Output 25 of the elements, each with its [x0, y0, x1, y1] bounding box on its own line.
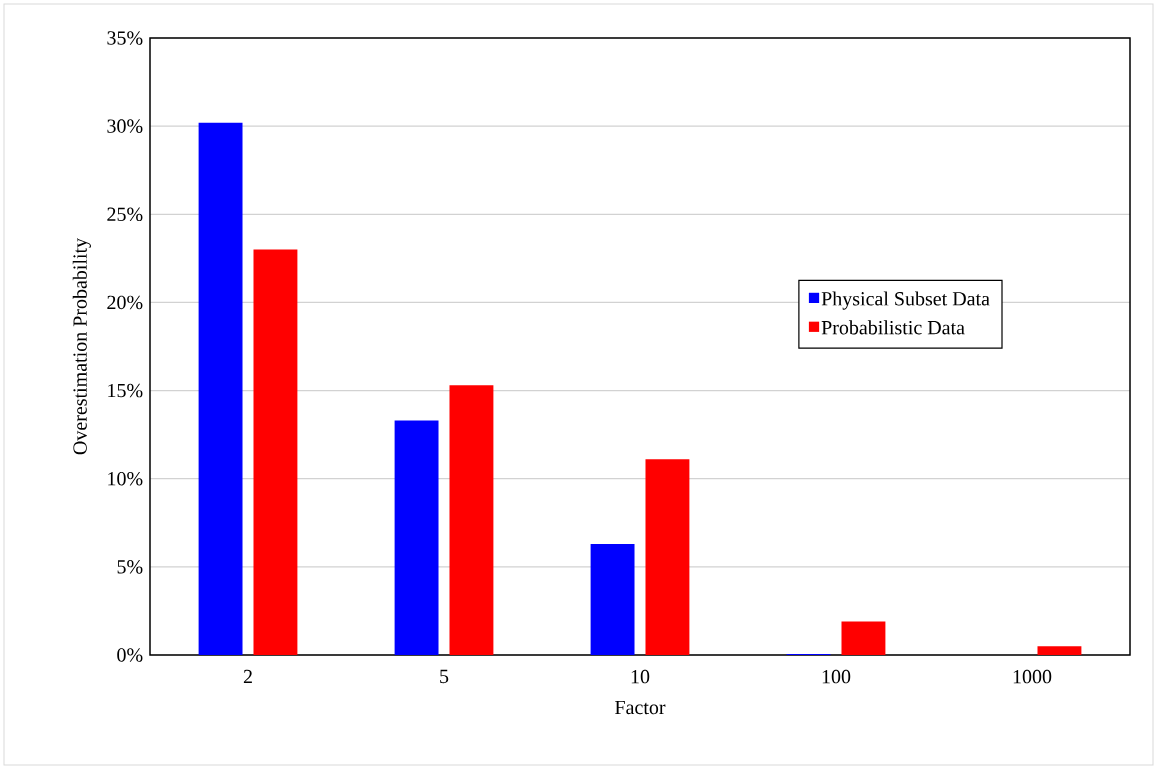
legend-label: Probabilistic Data [821, 320, 965, 335]
bar [645, 459, 690, 655]
y-tick-label: 10% [108, 471, 143, 486]
y-tick-label: 15% [108, 383, 143, 398]
y-tick-label: 20% [107, 295, 143, 310]
x-axis-title: Factor [615, 700, 666, 715]
y-tick-label: 25% [107, 207, 143, 222]
y-tick-label: 35% [107, 31, 143, 45]
y-axis-title: Overestimation Probability [72, 237, 91, 455]
x-tick-label: 10 [631, 669, 650, 684]
y-tick-label: 5% [117, 560, 143, 574]
legend-label: Physical Subset Data [821, 291, 990, 310]
bar [449, 385, 494, 655]
bar [1037, 646, 1082, 655]
y-tick-label: 0% [117, 648, 143, 662]
bar [198, 122, 243, 655]
bar [841, 621, 886, 655]
bar [394, 420, 439, 655]
x-tick-label: 2 [243, 669, 252, 684]
x-tick-label: 100 [822, 669, 851, 684]
bar [590, 543, 635, 655]
x-tick-label: 1000 [1013, 669, 1052, 684]
y-tick-label: 30% [107, 119, 143, 133]
x-tick-label: 5 [440, 669, 449, 684]
bar [253, 249, 298, 655]
